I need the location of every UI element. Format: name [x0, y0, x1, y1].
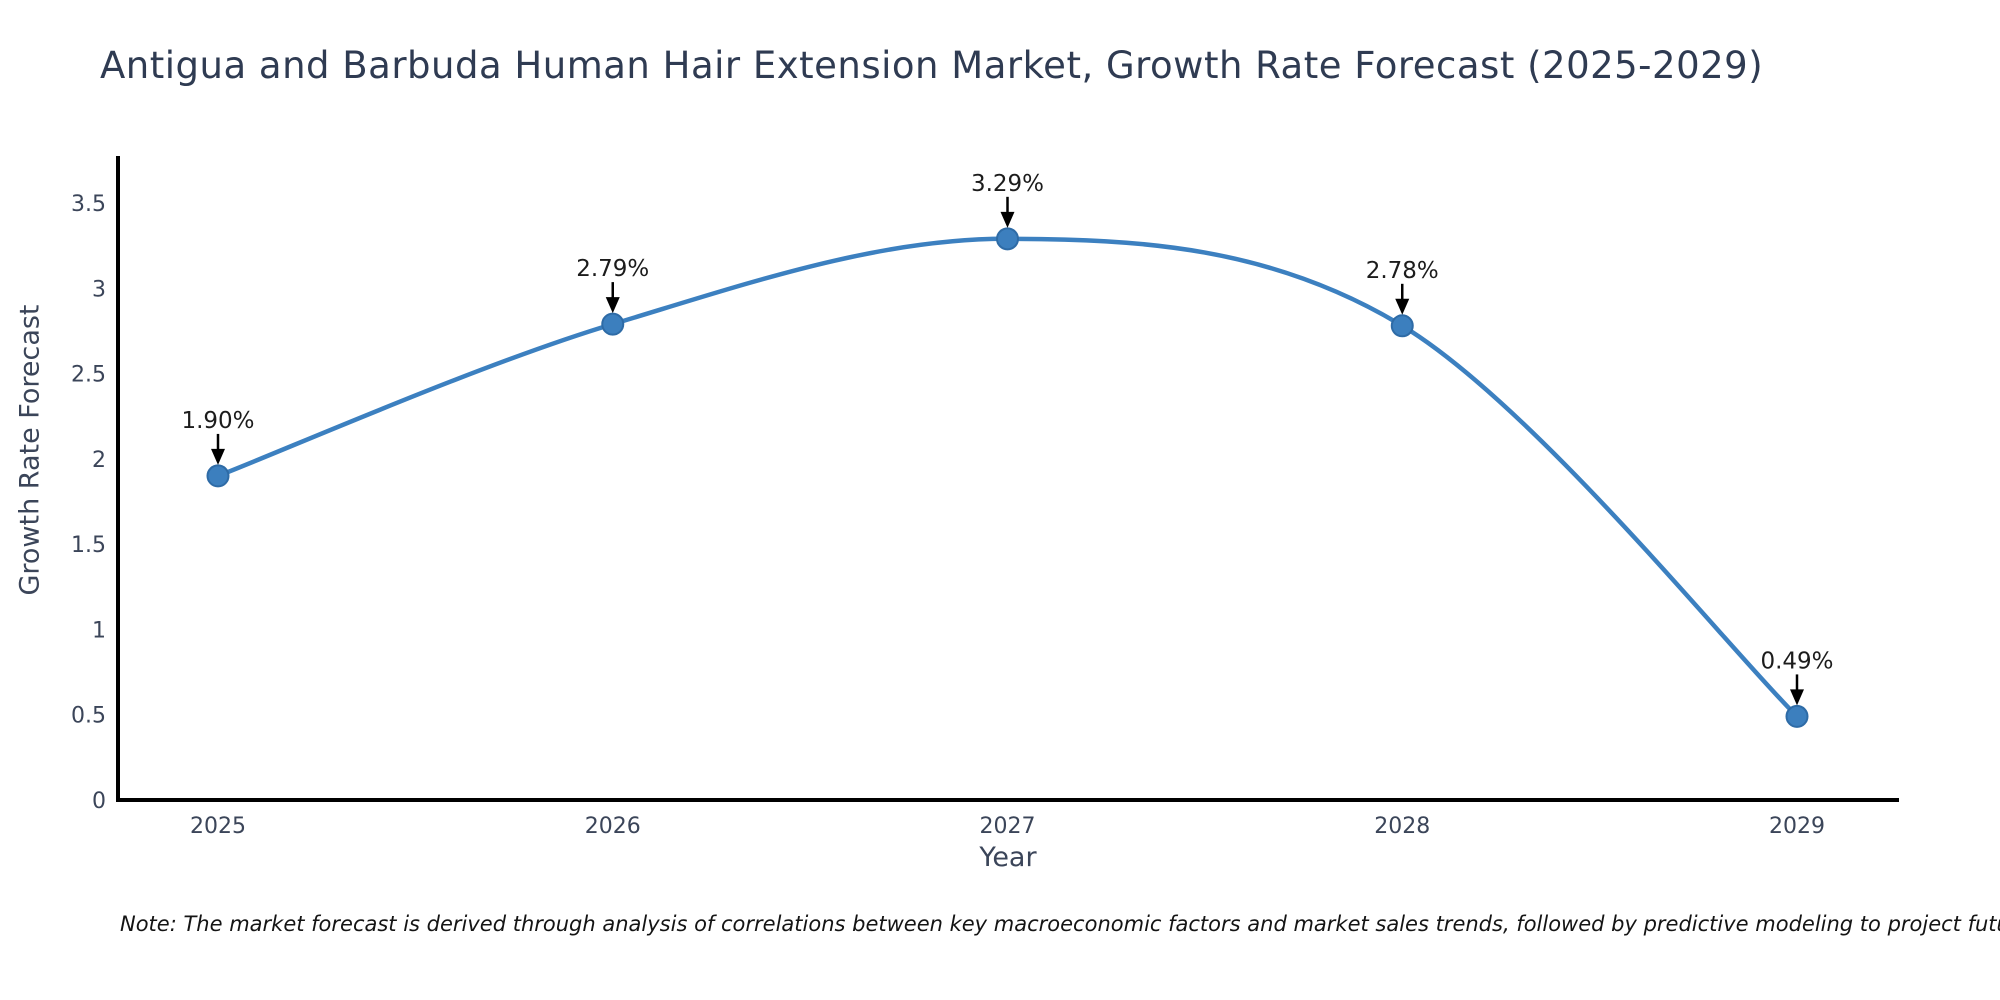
point-annotation-label: 2.79% [576, 256, 649, 282]
x-tick-label: 2026 [585, 814, 641, 839]
point-annotation-label: 1.90% [181, 408, 254, 434]
annotation-arrow-head [1000, 211, 1015, 228]
trend-line [215, 236, 1800, 719]
x-tick-label: 2029 [1769, 814, 1825, 839]
data-point-marker [1785, 704, 1809, 728]
annotation-arrow-head [605, 297, 620, 314]
y-tick-label: 1 [92, 618, 106, 643]
y-tick-label: 2.5 [71, 363, 106, 388]
data-point-marker [996, 227, 1019, 251]
point-annotation-label: 2.78% [1366, 258, 1439, 284]
point-annotation-label: 3.29% [971, 171, 1044, 197]
y-tick-label: 2 [92, 448, 106, 473]
y-tick-label: 0.5 [71, 704, 106, 729]
y-axis-title: Growth Rate Forecast [14, 304, 46, 596]
footnote: Note: The market forecast is derived thr… [120, 912, 2000, 936]
x-tick-label: 2028 [1374, 814, 1430, 839]
data-point-marker [206, 464, 230, 488]
annotation-arrow-head [211, 448, 225, 465]
y-tick-label: 3 [92, 277, 106, 302]
chart-title: Antigua and Barbuda Human Hair Extension… [100, 44, 1764, 87]
x-tick-label: 2027 [980, 814, 1036, 839]
x-tick-label: 2025 [190, 814, 246, 839]
y-tick-label: 0 [92, 789, 106, 814]
x-axis-title: Year [979, 842, 1037, 873]
annotation-arrow-head [1790, 689, 1804, 706]
y-tick-label: 3.5 [71, 192, 106, 217]
point-annotation-label: 0.49% [1760, 648, 1833, 674]
annotation-arrow-head [1395, 298, 1410, 315]
data-point-marker [601, 312, 625, 336]
y-tick-label: 1.5 [71, 533, 106, 558]
data-point-marker [1390, 314, 1414, 338]
